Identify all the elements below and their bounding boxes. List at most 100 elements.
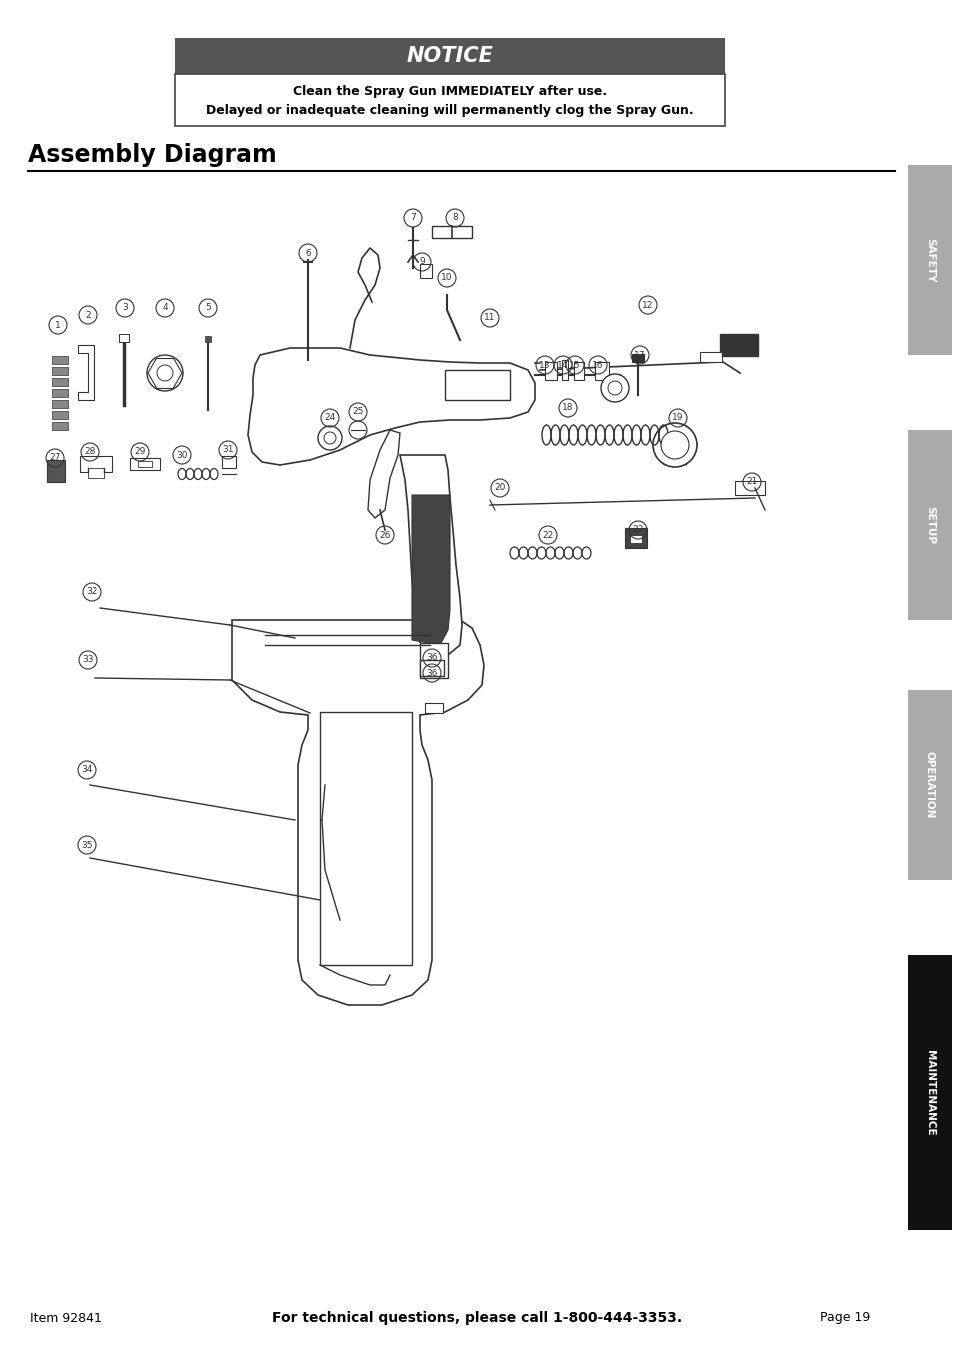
Text: 14: 14 — [557, 360, 568, 370]
Bar — [907, 955, 951, 1229]
Text: 32: 32 — [86, 588, 97, 597]
Text: 6: 6 — [305, 249, 311, 257]
Bar — [52, 412, 68, 418]
Text: 10: 10 — [441, 274, 453, 283]
Text: 30: 30 — [176, 451, 188, 459]
Polygon shape — [232, 620, 483, 1005]
Bar — [419, 643, 448, 678]
Polygon shape — [368, 431, 399, 519]
Bar — [561, 360, 567, 380]
Text: SAFETY: SAFETY — [924, 238, 934, 282]
Bar — [88, 468, 104, 478]
Bar — [52, 399, 68, 408]
Polygon shape — [248, 348, 535, 464]
Circle shape — [147, 355, 183, 391]
Text: 11: 11 — [484, 314, 496, 322]
Bar — [720, 334, 758, 356]
Circle shape — [652, 422, 697, 467]
Bar — [624, 528, 646, 548]
Bar — [138, 460, 152, 467]
Bar — [222, 456, 235, 468]
Bar — [907, 165, 951, 355]
Bar — [544, 362, 557, 380]
Circle shape — [324, 432, 335, 444]
Bar — [205, 336, 211, 343]
Text: Assembly Diagram: Assembly Diagram — [28, 144, 276, 167]
Bar — [631, 353, 643, 362]
Bar — [700, 352, 721, 362]
Text: 23: 23 — [632, 525, 643, 535]
Circle shape — [157, 366, 172, 380]
Bar — [595, 362, 608, 380]
Bar — [419, 264, 432, 278]
Text: 13: 13 — [538, 360, 550, 370]
Text: 8: 8 — [452, 214, 457, 222]
Text: Page 19: Page 19 — [819, 1312, 869, 1324]
Text: 15: 15 — [569, 360, 580, 370]
Text: 36: 36 — [426, 669, 437, 677]
Text: For technical questions, please call 1-800-444-3353.: For technical questions, please call 1-8… — [272, 1311, 681, 1326]
Bar — [907, 431, 951, 620]
Text: 31: 31 — [222, 445, 233, 455]
Text: Item 92841: Item 92841 — [30, 1312, 102, 1324]
Text: Delayed or inadequate cleaning will permanently clog the Spray Gun.: Delayed or inadequate cleaning will perm… — [206, 104, 693, 116]
Polygon shape — [412, 496, 450, 645]
Text: Clean the Spray Gun IMMEDIATELY after use.: Clean the Spray Gun IMMEDIATELY after us… — [293, 85, 606, 97]
Text: OPERATION: OPERATION — [924, 751, 934, 819]
Text: 34: 34 — [81, 765, 92, 774]
Text: 3: 3 — [122, 303, 128, 313]
Bar — [52, 378, 68, 386]
Bar — [52, 422, 68, 431]
Bar — [119, 334, 129, 343]
Text: 1: 1 — [55, 321, 61, 329]
Bar — [907, 691, 951, 880]
Text: 29: 29 — [134, 448, 146, 456]
Text: 20: 20 — [494, 483, 505, 493]
Bar — [419, 659, 443, 676]
Text: NOTICE: NOTICE — [406, 46, 493, 66]
Text: 12: 12 — [641, 301, 653, 310]
Text: 35: 35 — [81, 841, 92, 849]
Circle shape — [379, 380, 399, 399]
Circle shape — [349, 421, 367, 439]
Text: 21: 21 — [745, 478, 757, 486]
Text: 19: 19 — [672, 413, 683, 422]
Circle shape — [600, 374, 628, 402]
Bar — [629, 535, 641, 543]
Bar — [52, 356, 68, 364]
Polygon shape — [78, 345, 94, 399]
Bar — [424, 703, 442, 714]
Bar — [80, 456, 112, 473]
Circle shape — [607, 380, 621, 395]
Text: SETUP: SETUP — [924, 506, 934, 544]
Text: 2: 2 — [85, 310, 91, 320]
Text: 25: 25 — [352, 408, 363, 417]
Polygon shape — [319, 712, 412, 965]
Text: 16: 16 — [592, 360, 603, 370]
Text: 36: 36 — [426, 654, 437, 662]
Bar — [174, 74, 724, 126]
Text: 24: 24 — [324, 413, 335, 422]
Text: 18: 18 — [561, 403, 573, 413]
Text: 28: 28 — [84, 448, 95, 456]
Bar — [174, 38, 724, 74]
Bar — [52, 367, 68, 375]
Text: 5: 5 — [205, 303, 211, 313]
Circle shape — [660, 431, 688, 459]
Text: 26: 26 — [379, 531, 391, 539]
Bar — [444, 370, 510, 399]
Bar — [47, 460, 65, 482]
Text: 7: 7 — [410, 214, 416, 222]
Text: 9: 9 — [418, 257, 424, 267]
Bar — [574, 362, 583, 380]
Text: MAINTENANCE: MAINTENANCE — [924, 1049, 934, 1135]
Polygon shape — [399, 455, 461, 658]
Bar — [734, 481, 764, 496]
Circle shape — [370, 370, 410, 410]
Bar — [432, 226, 472, 238]
Circle shape — [317, 427, 341, 450]
Text: 4: 4 — [162, 303, 168, 313]
Bar — [130, 458, 160, 470]
Text: 33: 33 — [82, 655, 93, 665]
Bar — [52, 389, 68, 397]
